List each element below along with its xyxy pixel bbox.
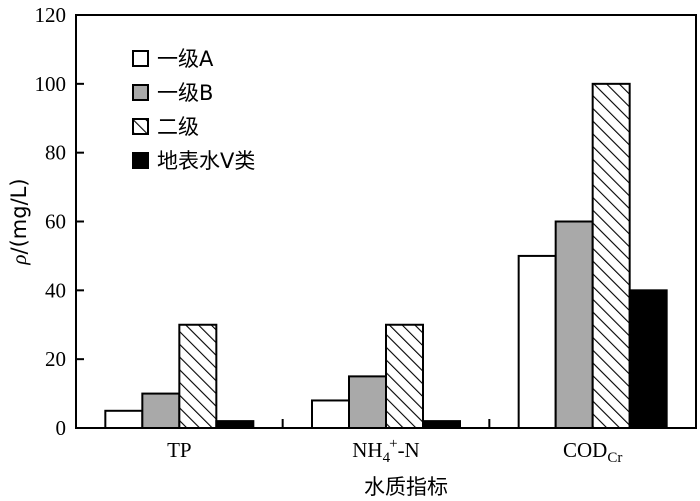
bar-0-3 <box>215 420 255 430</box>
legend-label-2: 二级 <box>157 115 199 139</box>
bar-0-1 <box>141 392 181 430</box>
y-tick-label-0: 0 <box>56 416 67 440</box>
x-tick-label-2: CODCr <box>563 438 622 466</box>
x-tick-label-1: NH4+-N <box>352 436 419 466</box>
bar-2-1 <box>554 220 594 429</box>
bar-2-0 <box>517 254 557 429</box>
bar-1-3 <box>422 420 461 430</box>
legend-label-1: 一级B <box>157 81 213 105</box>
legend-swatch-0 <box>132 50 149 67</box>
bar-2-2 <box>591 82 631 429</box>
bar-1-1 <box>348 375 387 429</box>
y-tick-label-2: 40 <box>45 278 66 302</box>
legend-swatch-2 <box>132 118 149 135</box>
y-tick-label-4: 80 <box>45 141 66 165</box>
x-axis-title: 水质指标 <box>364 475 448 499</box>
y-tick-label-5: 100 <box>35 72 67 96</box>
y-tick-label-3: 60 <box>45 210 66 234</box>
bar-2-3 <box>628 289 668 430</box>
bar-0-2 <box>178 323 218 429</box>
legend-swatch-1 <box>132 84 149 101</box>
x-tick-label-0: TP <box>167 438 192 462</box>
legend-label-0: 一级A <box>157 47 214 71</box>
bar-0-0 <box>104 409 144 429</box>
y-tick-label-6: 120 <box>35 3 67 27</box>
y-axis-title: ρ/(mg/L) <box>7 178 31 265</box>
y-tick-label-1: 20 <box>45 347 66 371</box>
bar-1-2 <box>385 323 424 429</box>
legend-label-3: 地表水V类 <box>157 149 255 173</box>
legend-swatch-3 <box>132 152 149 169</box>
bar-1-0 <box>311 399 350 430</box>
